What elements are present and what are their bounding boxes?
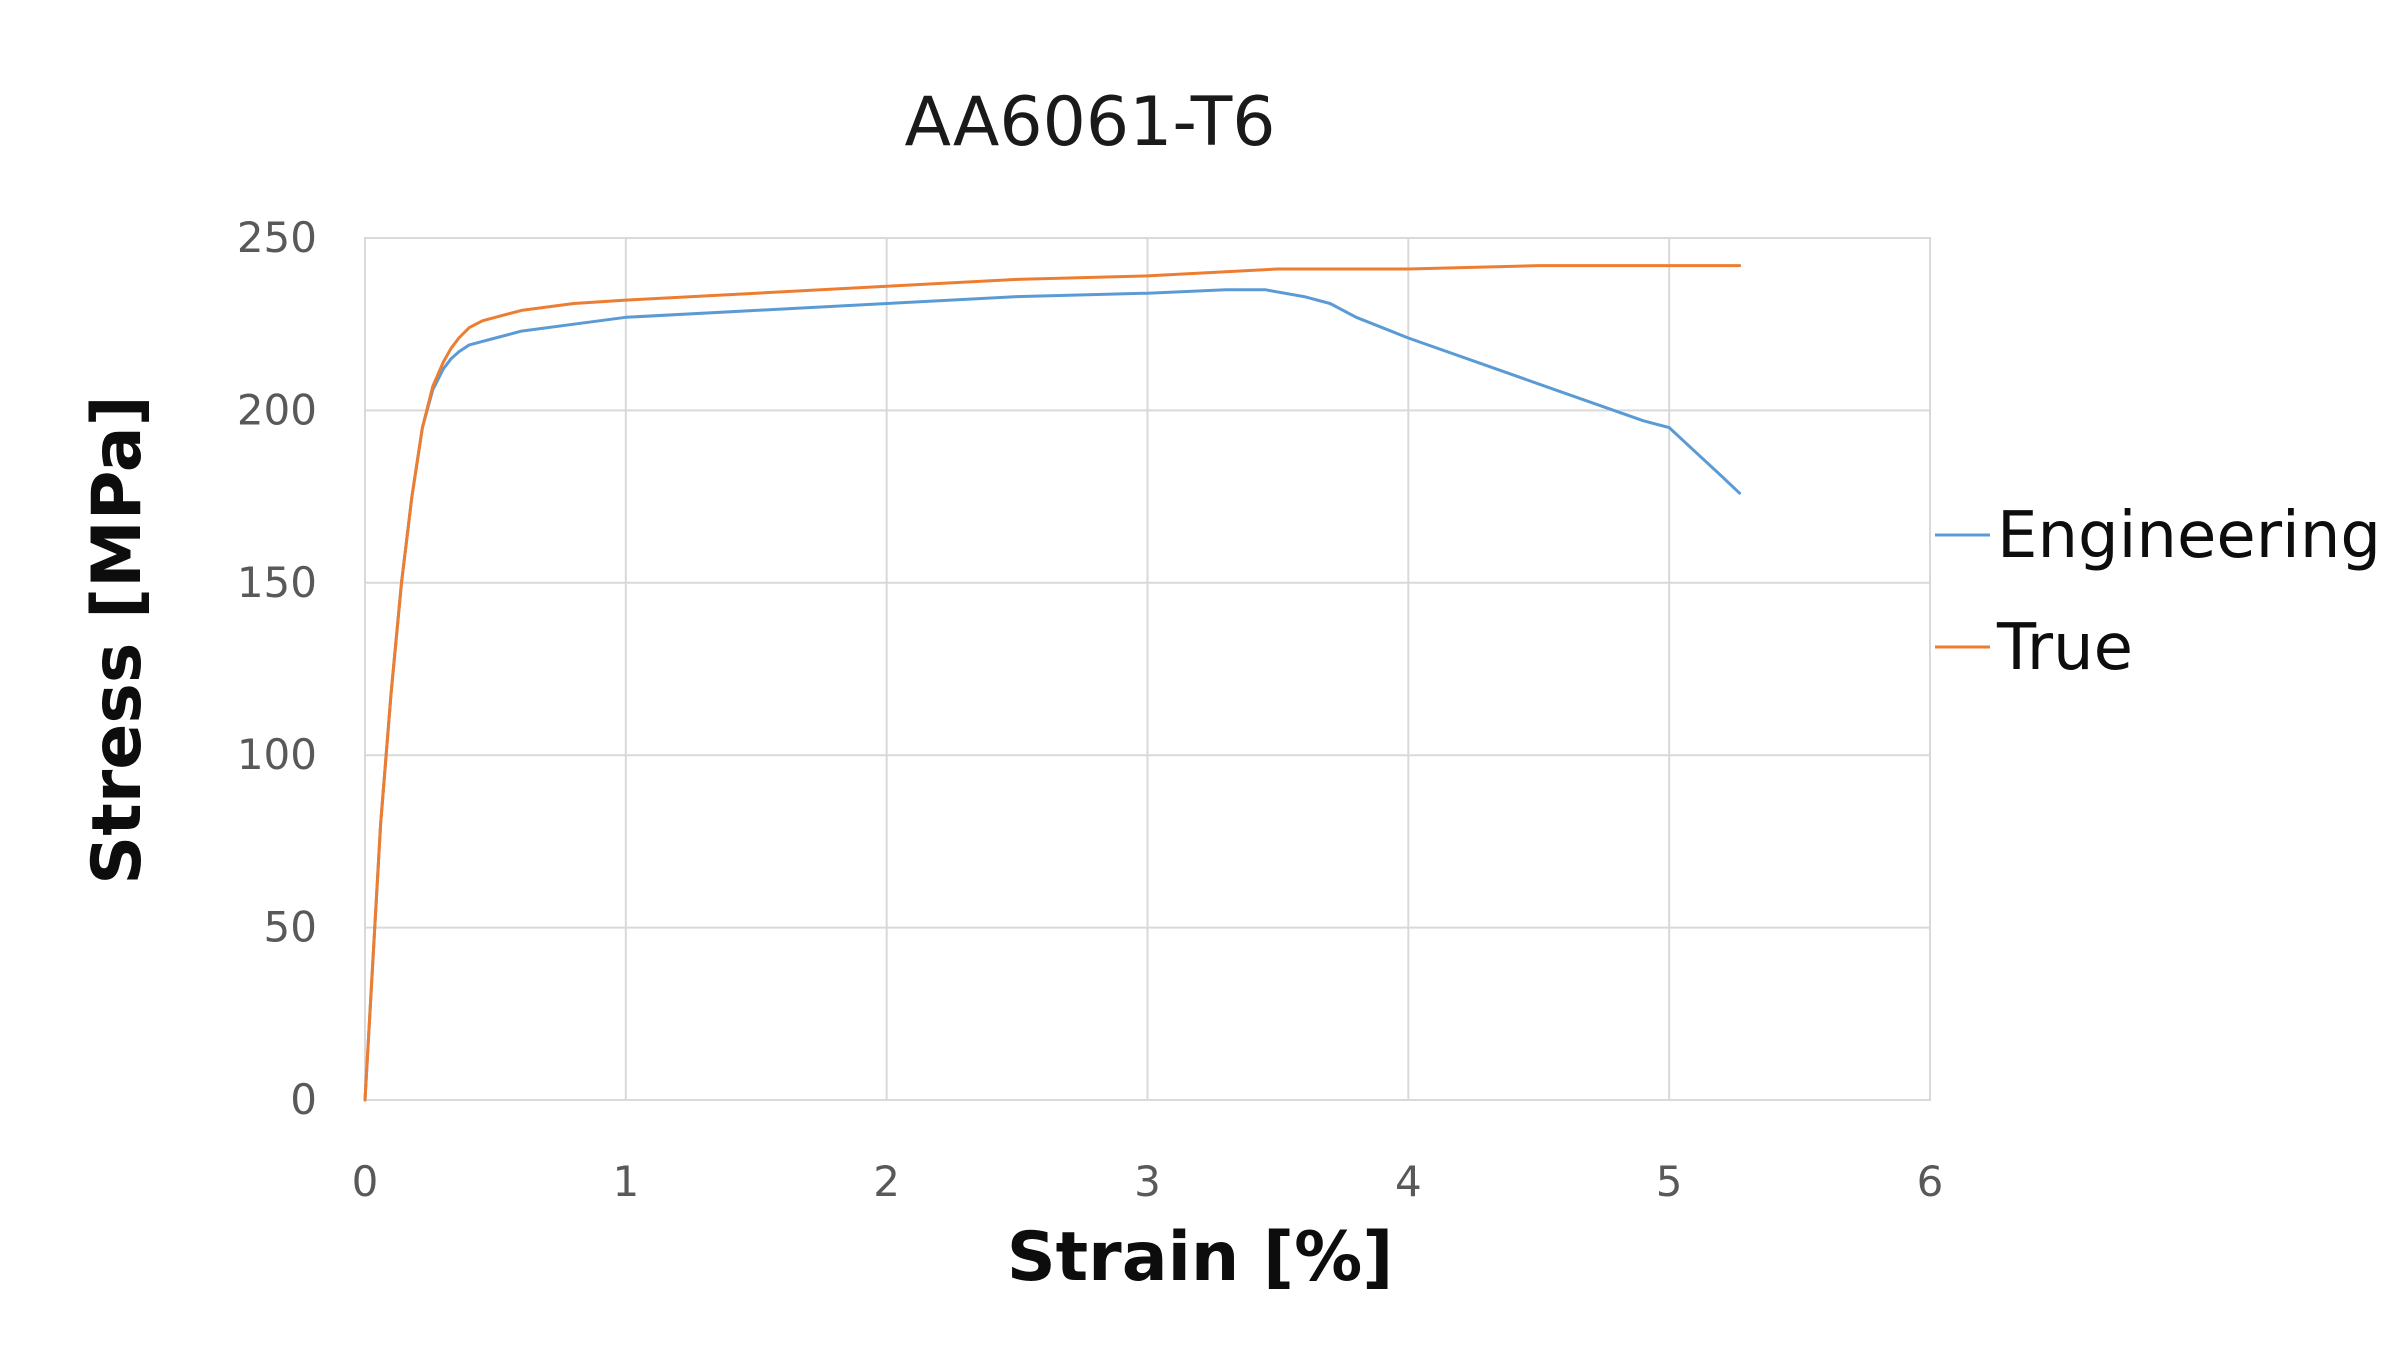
legend-label-true: True <box>1996 611 2133 685</box>
x-tick-label: 4 <box>1395 1157 1422 1206</box>
x-tick-label: 5 <box>1656 1157 1683 1206</box>
x-axis-ticks: 0 1 2 3 4 5 6 <box>352 1157 1944 1206</box>
x-tick-label: 1 <box>612 1157 639 1206</box>
y-axis-ticks: 0 50 100 150 200 250 <box>237 213 317 1124</box>
plot-area-border <box>364 237 1931 1101</box>
y-tick-label: 0 <box>290 1075 317 1124</box>
x-tick-label: 0 <box>352 1157 379 1206</box>
y-tick-label: 200 <box>237 385 317 434</box>
y-tick-label: 150 <box>237 558 317 607</box>
x-tick-label: 3 <box>1134 1157 1161 1206</box>
legend: Engineering True <box>1935 499 2381 685</box>
grid-lines <box>364 237 1931 1101</box>
y-tick-label: 100 <box>237 730 317 779</box>
series-lines <box>363 264 1742 1102</box>
y-tick-label: 50 <box>264 903 317 952</box>
y-axis-label: Stress [MPa] <box>78 395 157 884</box>
x-tick-label: 6 <box>1917 1157 1944 1206</box>
chart-title: AA6061-T6 <box>904 83 1275 162</box>
legend-label-engineering: Engineering <box>1997 499 2381 573</box>
x-axis-label: Strain [%] <box>1007 1218 1394 1297</box>
y-tick-label: 250 <box>237 213 317 262</box>
x-tick-label: 2 <box>873 1157 900 1206</box>
series-line-true <box>363 264 1742 1102</box>
